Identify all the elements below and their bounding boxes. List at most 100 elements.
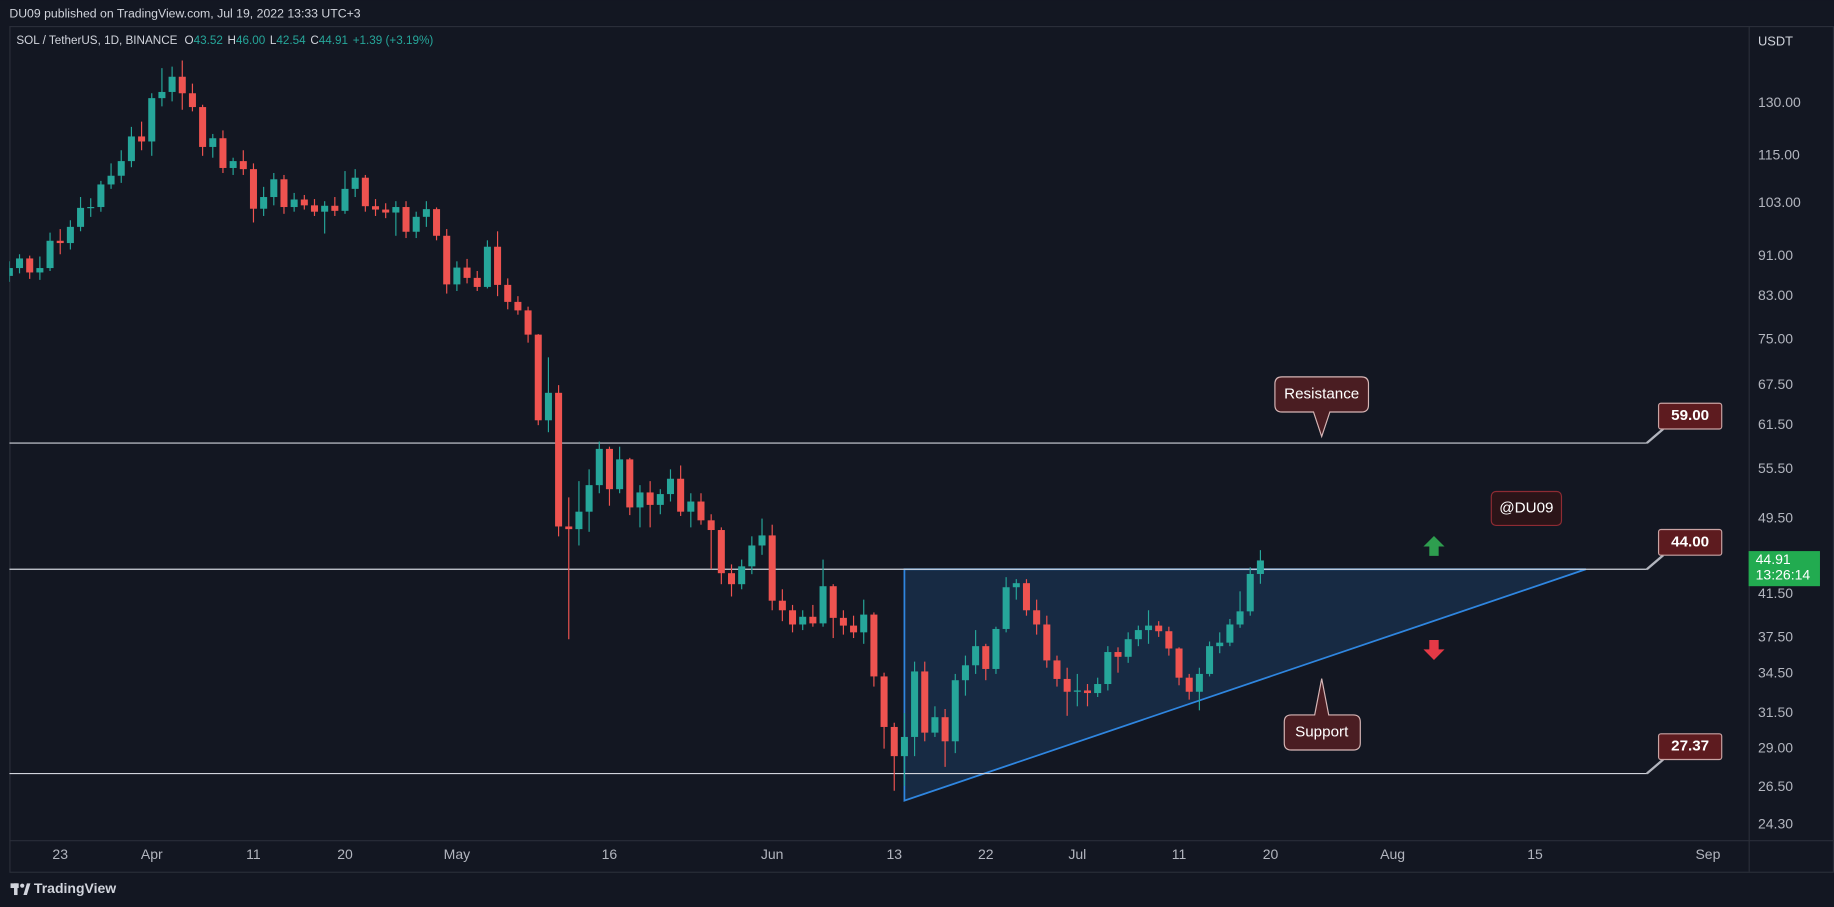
candle-body bbox=[351, 177, 359, 189]
x-tick-label: 20 bbox=[1263, 846, 1279, 862]
resistance-callout bbox=[1274, 376, 1370, 439]
x-tick-label: Jun bbox=[761, 846, 784, 862]
candle-body bbox=[483, 246, 491, 287]
y-tick-label: 24.30 bbox=[1758, 815, 1793, 831]
candle-body bbox=[372, 206, 380, 210]
y-tick-label: 31.50 bbox=[1758, 704, 1793, 720]
last-price-label: 44.91 bbox=[1756, 551, 1791, 567]
level-connector bbox=[1646, 554, 1664, 571]
legend-key: H bbox=[228, 34, 236, 47]
candle-body bbox=[880, 676, 888, 727]
candle-body bbox=[1124, 639, 1132, 657]
candle-body bbox=[321, 205, 329, 212]
x-tick-label: 20 bbox=[337, 846, 353, 862]
support-callout bbox=[1283, 678, 1361, 751]
level-label: 44.00 bbox=[1671, 533, 1709, 550]
plot-area bbox=[9, 60, 1647, 802]
candle-body bbox=[666, 478, 674, 495]
candle-body bbox=[1185, 677, 1193, 692]
y-tick-label: 103.00 bbox=[1758, 194, 1801, 210]
candle-body bbox=[148, 98, 156, 142]
candle-body bbox=[117, 161, 125, 176]
candle-body bbox=[616, 459, 624, 490]
candle-body bbox=[809, 616, 817, 624]
candle-body bbox=[941, 717, 949, 742]
legend-key: O bbox=[184, 34, 193, 47]
x-tick-label: Apr bbox=[141, 846, 163, 862]
candle-body bbox=[961, 665, 969, 681]
candle-body bbox=[687, 501, 695, 512]
y-tick-label: 49.50 bbox=[1758, 509, 1793, 525]
candle-body bbox=[412, 216, 420, 232]
legend-key: C bbox=[310, 34, 318, 47]
candle-body bbox=[178, 76, 186, 94]
candle-body bbox=[199, 107, 207, 147]
candle-body bbox=[677, 478, 685, 512]
level-label: 27.37 bbox=[1671, 738, 1709, 755]
candle-body bbox=[77, 207, 85, 227]
candle-body bbox=[36, 268, 44, 273]
resistance-label: Resistance bbox=[1284, 385, 1359, 402]
candle-body bbox=[1226, 624, 1234, 643]
level-connector bbox=[1646, 428, 1664, 444]
candle-body bbox=[951, 680, 959, 742]
candle-body bbox=[748, 545, 756, 567]
ohlc-legend: SOL / TetherUS, 1D, BINANCE O43.52 H46.00 L… bbox=[16, 34, 433, 47]
candle-body bbox=[514, 301, 522, 311]
candle-body bbox=[1114, 652, 1122, 657]
level-connector bbox=[1646, 758, 1664, 775]
candle-body bbox=[1063, 678, 1071, 692]
candle-body bbox=[453, 267, 461, 285]
watermark: @DU09 bbox=[1499, 499, 1553, 516]
candle-body bbox=[168, 76, 176, 92]
candle-body bbox=[636, 492, 644, 508]
publisher: DU09 published on TradingView.com, Jul 1… bbox=[9, 7, 360, 21]
candle-body bbox=[646, 492, 654, 505]
watermark-box bbox=[1490, 490, 1563, 527]
candle-body bbox=[46, 240, 54, 269]
candle-body bbox=[219, 138, 227, 168]
x-tick-label: 22 bbox=[978, 846, 994, 862]
candle-body bbox=[789, 610, 797, 625]
candle-body bbox=[249, 169, 257, 209]
candle-body bbox=[1083, 690, 1092, 694]
candle-body bbox=[290, 199, 298, 208]
candle-body bbox=[1134, 630, 1142, 640]
brand: TradingView bbox=[34, 880, 116, 896]
candle-body bbox=[1012, 583, 1020, 588]
candle-body bbox=[768, 535, 776, 601]
y-tick-label: 55.50 bbox=[1758, 460, 1793, 476]
candle-body bbox=[1053, 660, 1061, 679]
candle-body bbox=[717, 530, 725, 574]
candle-body bbox=[300, 199, 308, 206]
candle-body bbox=[626, 459, 634, 508]
candle-body bbox=[331, 205, 339, 211]
x-tick-label: Jul bbox=[1068, 846, 1086, 862]
candle-body bbox=[138, 136, 146, 142]
candle-body bbox=[829, 586, 837, 618]
candle-body bbox=[1043, 624, 1051, 661]
candle-body bbox=[1195, 673, 1203, 692]
x-tick-label: 23 bbox=[52, 846, 68, 862]
candle-body bbox=[392, 207, 400, 213]
candle-body bbox=[260, 197, 268, 209]
support-label: Support bbox=[1295, 723, 1349, 740]
candle-body bbox=[707, 520, 715, 531]
candle-body bbox=[1155, 625, 1163, 632]
candle-body bbox=[992, 628, 1000, 669]
candle-body bbox=[982, 646, 990, 669]
symbol-title: SOL / TetherUS, 1D, BINANCE bbox=[16, 34, 177, 47]
x-tick-label: May bbox=[444, 846, 470, 862]
candle-body bbox=[1104, 652, 1112, 685]
candle-body bbox=[280, 179, 288, 208]
x-tick-label: 15 bbox=[1527, 846, 1543, 862]
last-price-box bbox=[1748, 551, 1820, 587]
candle-body bbox=[26, 258, 34, 273]
candle-body bbox=[839, 617, 847, 626]
candle-body bbox=[931, 717, 939, 733]
candle-body bbox=[727, 573, 736, 585]
candle-body bbox=[605, 448, 613, 490]
